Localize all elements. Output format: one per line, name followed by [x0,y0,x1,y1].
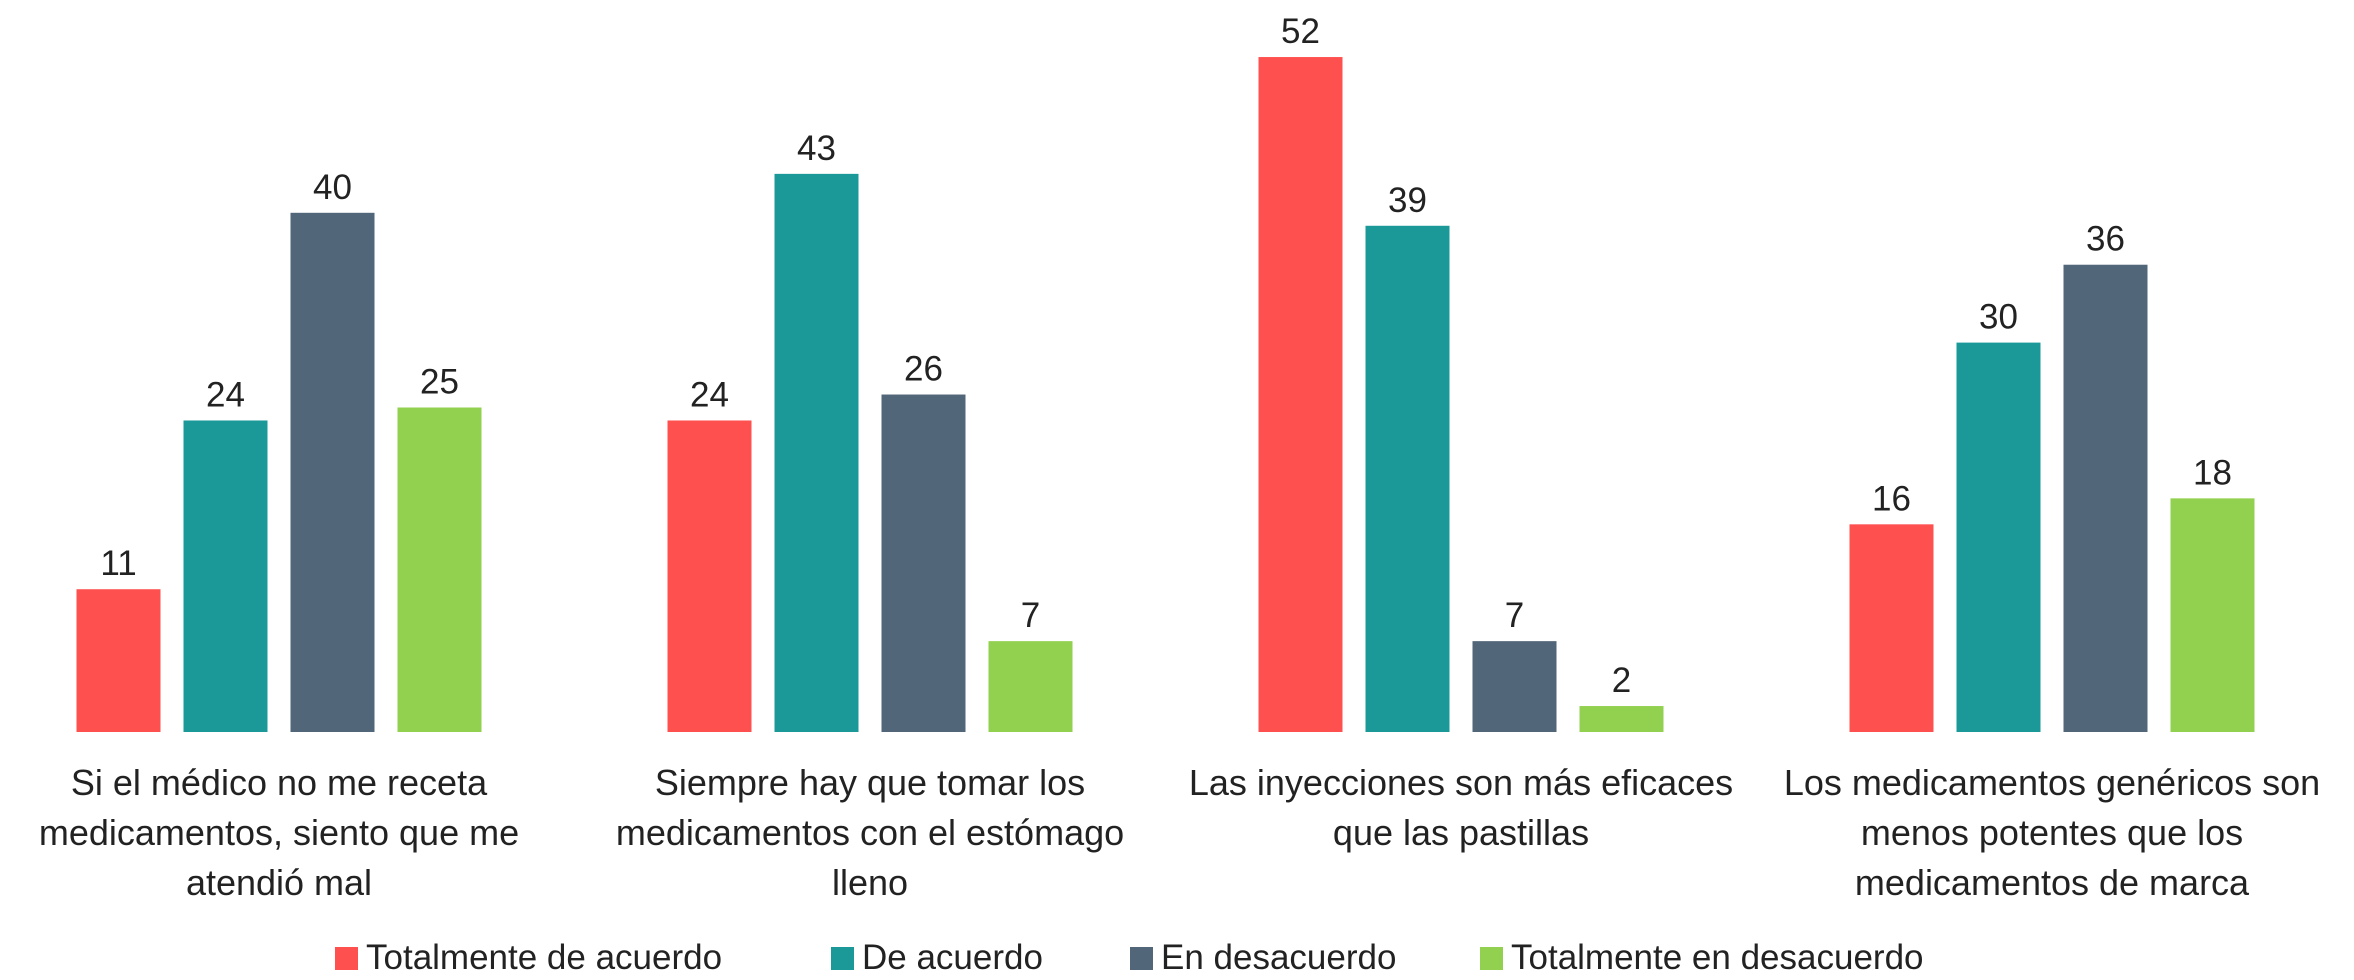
legend-swatch [831,946,854,970]
bar [988,641,1073,732]
value-label: 24 [206,375,245,414]
value-label: 25 [420,363,459,402]
value-label: 30 [1979,298,2018,337]
value-label: 24 [690,375,729,414]
bar [2170,498,2255,732]
bar [2063,264,2148,732]
legend-item: De acuerdo [831,936,1043,980]
value-label: 16 [1872,479,1911,518]
legend-swatch [1130,946,1153,970]
x-tick-label: Los medicamentos genéricos son menos pot… [1783,762,2321,903]
bar [1849,524,1934,732]
value-label: 2 [1612,661,1631,700]
x-tick-label: Si el médico no me receta medicamentos, … [38,762,520,903]
bar [183,420,268,732]
bar [667,420,752,732]
bar [774,173,859,733]
value-label: 52 [1281,12,1320,51]
legend-swatch [1480,946,1503,970]
legend-item: En desacuerdo [1130,936,1396,980]
value-label: 40 [313,168,352,207]
bar [881,394,966,732]
bar [1579,706,1664,732]
value-label: 39 [1388,181,1427,220]
value-label: 11 [100,544,136,583]
bar [290,212,375,733]
bar [1472,641,1557,732]
value-label: 18 [2193,453,2232,492]
bar [397,407,482,732]
value-label: 7 [1505,596,1524,635]
value-label: 36 [2086,220,2125,259]
x-tick-label: Las inyecciones son más eficaces que las… [1188,762,1734,853]
legend-label: Totalmente de acuerdo [366,938,723,977]
legend-item: Totalmente de acuerdo [335,936,722,980]
legend-label: De acuerdo [862,938,1043,977]
legend-item: Totalmente en desacuerdo [1480,936,1924,980]
value-label: 26 [904,350,943,389]
bar [1365,225,1450,732]
legend-label: En desacuerdo [1161,938,1397,977]
bar [1956,342,2041,732]
x-tick-label: Siempre hay que tomar los medicamentos c… [615,762,1125,903]
legend-swatch [335,946,358,970]
bar [76,589,161,732]
legend-label: Totalmente en desacuerdo [1511,938,1924,977]
value-label: 43 [797,129,836,168]
bar [1258,57,1343,733]
value-label: 7 [1021,596,1040,635]
